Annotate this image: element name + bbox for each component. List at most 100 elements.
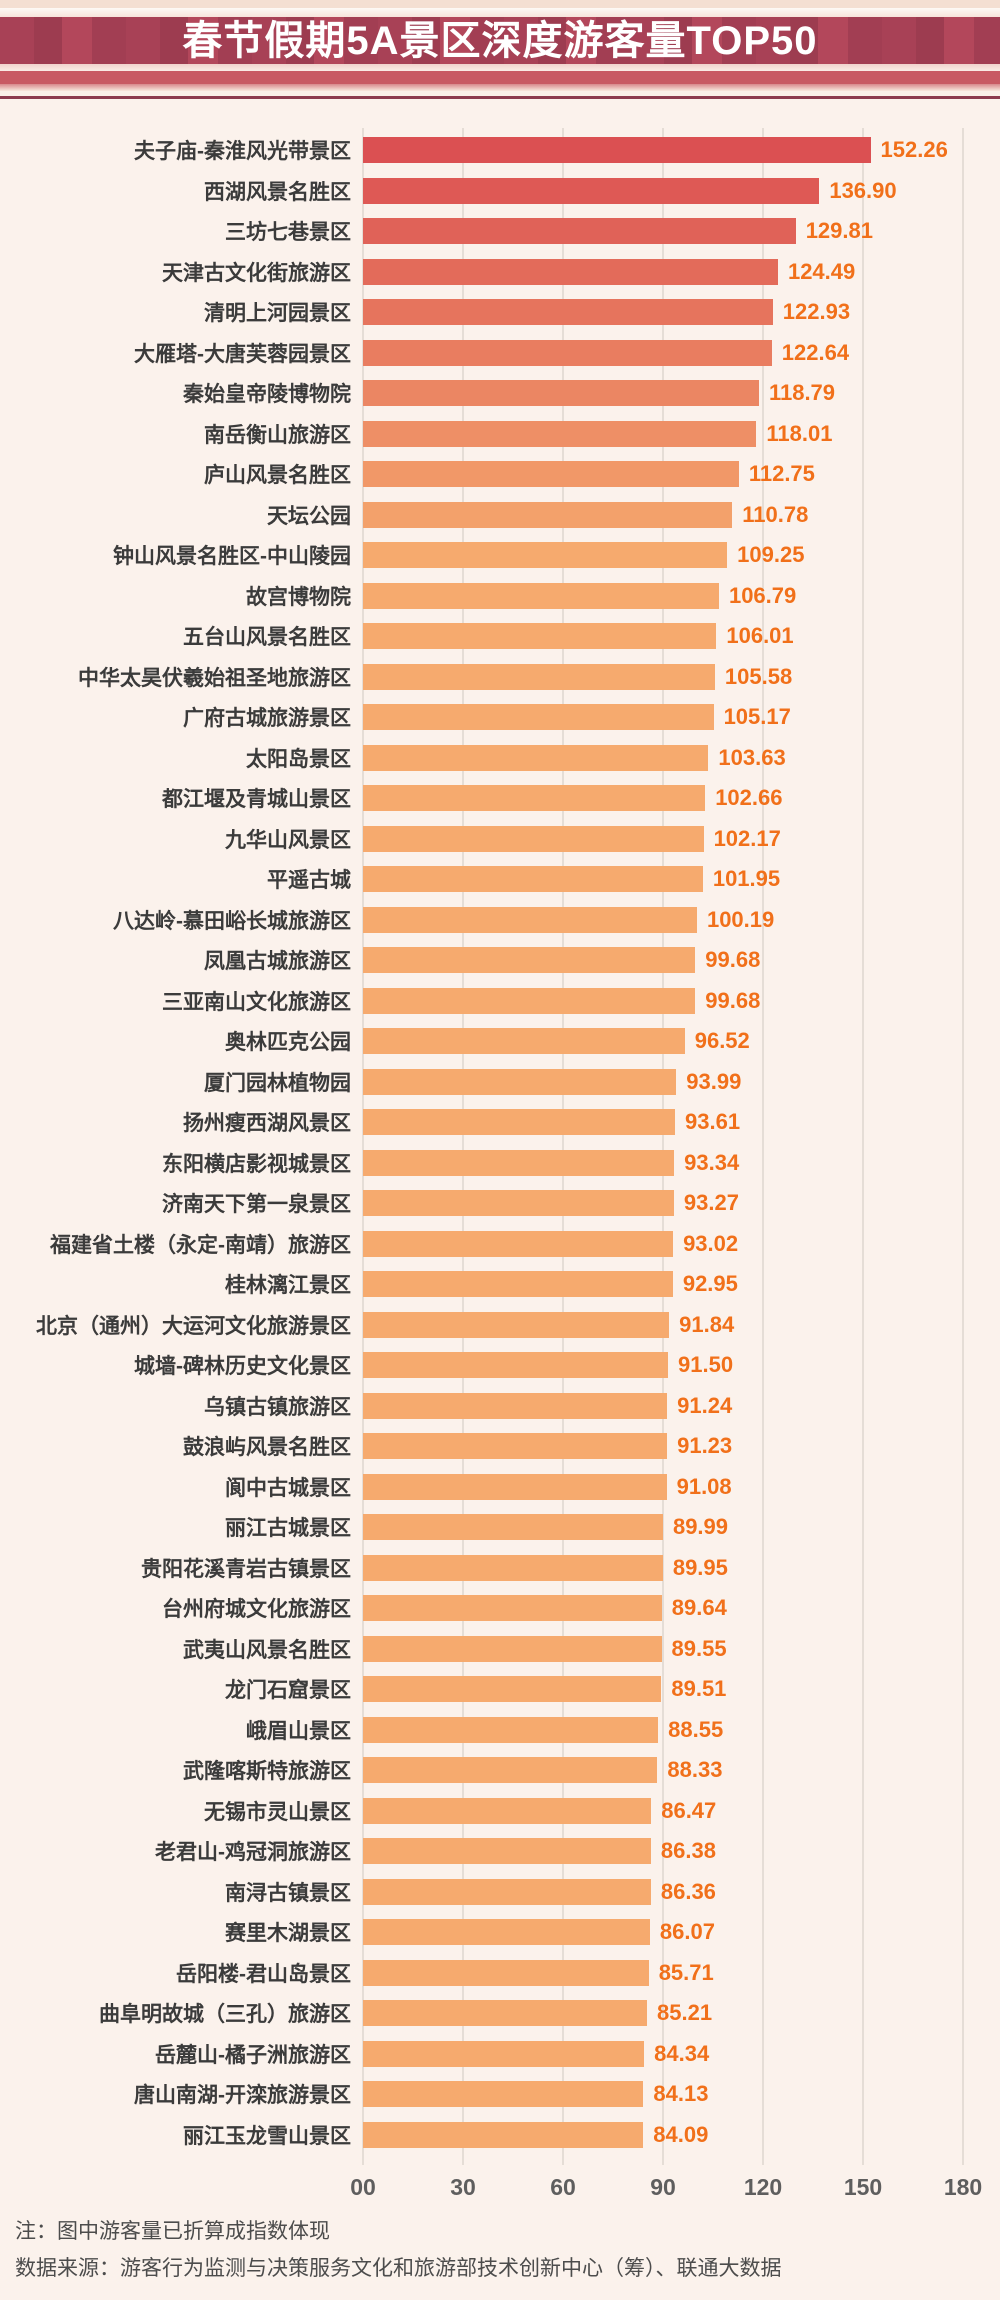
bar bbox=[363, 1595, 662, 1622]
bar-row: 中华太昊伏羲始祖圣地旅游区 105.58 bbox=[0, 657, 1000, 698]
x-axis-tick-label: 150 bbox=[843, 2174, 883, 2200]
scenic-spot-label: 城墙-碑林历史文化景区 bbox=[134, 1355, 351, 1379]
bar-row: 太阳岛景区 103.63 bbox=[0, 738, 1000, 779]
bar-row: 南浔古镇景区 86.36 bbox=[0, 1872, 1000, 1913]
bar-value-label: 106.79 bbox=[728, 582, 797, 608]
bar bbox=[363, 2040, 645, 2067]
bar bbox=[363, 663, 715, 690]
bar bbox=[363, 137, 871, 164]
bar-value-label: 84.13 bbox=[653, 2081, 709, 2107]
bar-row: 乌镇古镇旅游区 91.24 bbox=[0, 1386, 1000, 1427]
bar-row: 鼓浪屿风景名胜区 91.23 bbox=[0, 1426, 1000, 1467]
bar-value-label: 96.52 bbox=[694, 1028, 750, 1054]
bar-row: 北京（通州）大运河文化旅游景区 91.84 bbox=[0, 1305, 1000, 1346]
scenic-spot-label: 南岳衡山旅游区 bbox=[204, 423, 351, 447]
bar bbox=[363, 987, 696, 1014]
scenic-spot-label: 武隆喀斯特旅游区 bbox=[183, 1760, 351, 1784]
scenic-spot-label: 太阳岛景区 bbox=[246, 747, 351, 771]
bar bbox=[363, 623, 717, 650]
scenic-spot-label: 夫子庙-秦淮风光带景区 bbox=[134, 140, 351, 164]
bar bbox=[363, 1919, 650, 1946]
scenic-spot-label: 乌镇古镇旅游区 bbox=[204, 1395, 351, 1419]
scenic-spot-label: 台州府城文化旅游区 bbox=[162, 1598, 351, 1622]
scenic-spot-label: 庐山风景名胜区 bbox=[204, 464, 351, 488]
bar bbox=[363, 1554, 663, 1581]
bar bbox=[363, 218, 796, 245]
banner-stripe-glow bbox=[0, 8, 1000, 17]
bar-row: 南岳衡山旅游区 118.01 bbox=[0, 414, 1000, 455]
bar bbox=[363, 380, 759, 407]
scenic-spot-label: 福建省土楼（永定-南靖）旅游区 bbox=[50, 1233, 351, 1257]
scenic-spot-label: 龙门石窟景区 bbox=[225, 1679, 351, 1703]
bar-value-label: 89.99 bbox=[672, 1514, 729, 1540]
bar-value-label: 109.25 bbox=[737, 542, 805, 568]
bar bbox=[363, 1271, 673, 1298]
bar-row: 夫子庙-秦淮风光带景区 152.26 bbox=[0, 130, 1000, 171]
bar-value-label: 92.95 bbox=[682, 1271, 738, 1297]
bar-value-label: 84.09 bbox=[653, 2121, 709, 2147]
bar-value-label: 84.34 bbox=[654, 2040, 710, 2066]
bar-row: 赛里木湖景区 86.07 bbox=[0, 1912, 1000, 1953]
bar-value-label: 93.27 bbox=[683, 1190, 739, 1216]
scenic-spot-label: 奥林匹克公园 bbox=[225, 1031, 351, 1055]
scenic-spot-label: 赛里木湖景区 bbox=[225, 1922, 351, 1946]
bar-value-label: 101.95 bbox=[712, 866, 781, 892]
scenic-spot-label: 大雁塔-大唐芙蓉园景区 bbox=[134, 342, 351, 366]
bar-value-label: 118.79 bbox=[768, 380, 836, 406]
scenic-spot-label: 峨眉山景区 bbox=[246, 1719, 351, 1743]
bar-row: 城墙-碑林历史文化景区 91.50 bbox=[0, 1345, 1000, 1386]
bar-row: 峨眉山景区 88.55 bbox=[0, 1710, 1000, 1751]
bar-row: 厦门园林植物园 93.99 bbox=[0, 1062, 1000, 1103]
bar bbox=[363, 1352, 668, 1379]
bar-value-label: 99.68 bbox=[705, 947, 761, 973]
bar-row: 丽江玉龙雪山景区 84.09 bbox=[0, 2115, 1000, 2156]
bar-row: 丽江古城景区 89.99 bbox=[0, 1507, 1000, 1548]
banner-sub-band bbox=[0, 71, 1000, 84]
bar-value-label: 85.21 bbox=[657, 2000, 713, 2026]
scenic-spot-label: 岳阳楼-君山岛景区 bbox=[176, 1962, 351, 1986]
bar bbox=[363, 947, 696, 974]
bar-value-label: 103.63 bbox=[718, 744, 786, 770]
scenic-spot-label: 三坊七巷景区 bbox=[225, 221, 351, 245]
bar bbox=[363, 1109, 676, 1136]
scenic-spot-label: 无锡市灵山景区 bbox=[204, 1800, 351, 1824]
bar-value-label: 124.49 bbox=[787, 258, 856, 284]
bar-row: 岳阳楼-君山岛景区 85.71 bbox=[0, 1953, 1000, 1994]
footer-notes: 注：图中游客量已折算成指数体现 数据来源：游客行为监测与决策服务文化和旅游部技术… bbox=[15, 2213, 975, 2287]
bar bbox=[363, 1716, 659, 1743]
bar-value-label: 89.55 bbox=[671, 1635, 727, 1661]
scenic-spot-label: 厦门园林植物园 bbox=[204, 1071, 351, 1095]
scenic-spot-label: 凤凰古城旅游区 bbox=[204, 950, 351, 974]
bar bbox=[363, 420, 757, 447]
bar bbox=[363, 1514, 663, 1541]
bar bbox=[363, 785, 706, 812]
bar-value-label: 112.75 bbox=[748, 461, 815, 487]
bar-value-label: 93.34 bbox=[684, 1149, 740, 1175]
bar-value-label: 106.01 bbox=[726, 623, 794, 649]
bar-row: 济南天下第一泉景区 93.27 bbox=[0, 1183, 1000, 1224]
scenic-spot-label: 秦始皇帝陵博物院 bbox=[183, 383, 351, 407]
bar bbox=[363, 258, 778, 285]
bar-value-label: 91.84 bbox=[679, 1311, 735, 1337]
x-axis-tick-label: 00 bbox=[350, 2174, 376, 2200]
x-axis-tick-label: 180 bbox=[943, 2174, 983, 2200]
scenic-spot-label: 钟山风景名胜区-中山陵园 bbox=[113, 545, 351, 569]
banner-main-band: 春节假期5A景区深度游客量TOP50 bbox=[0, 17, 1000, 64]
bar-value-label: 89.64 bbox=[671, 1595, 727, 1621]
scenic-spot-label: 北京（通州）大运河文化旅游景区 bbox=[36, 1314, 351, 1338]
bar-row: 唐山南湖-开滦旅游景区 84.13 bbox=[0, 2074, 1000, 2115]
bar bbox=[363, 1190, 674, 1217]
bar bbox=[363, 1757, 658, 1784]
bar bbox=[363, 1149, 675, 1176]
bar bbox=[363, 1433, 668, 1460]
x-axis-tick-label: 30 bbox=[450, 2174, 476, 2200]
bar bbox=[363, 1473, 667, 1500]
scenic-spot-label: 清明上河园景区 bbox=[204, 302, 351, 326]
bar bbox=[363, 299, 773, 326]
bar bbox=[363, 1676, 662, 1703]
scenic-spot-label: 天津古文化街旅游区 bbox=[162, 261, 351, 285]
scenic-spot-label: 丽江古城景区 bbox=[225, 1517, 351, 1541]
bar-row: 九华山风景区 102.17 bbox=[0, 819, 1000, 860]
bar bbox=[363, 177, 820, 204]
bar-row: 秦始皇帝陵博物院 118.79 bbox=[0, 373, 1000, 414]
